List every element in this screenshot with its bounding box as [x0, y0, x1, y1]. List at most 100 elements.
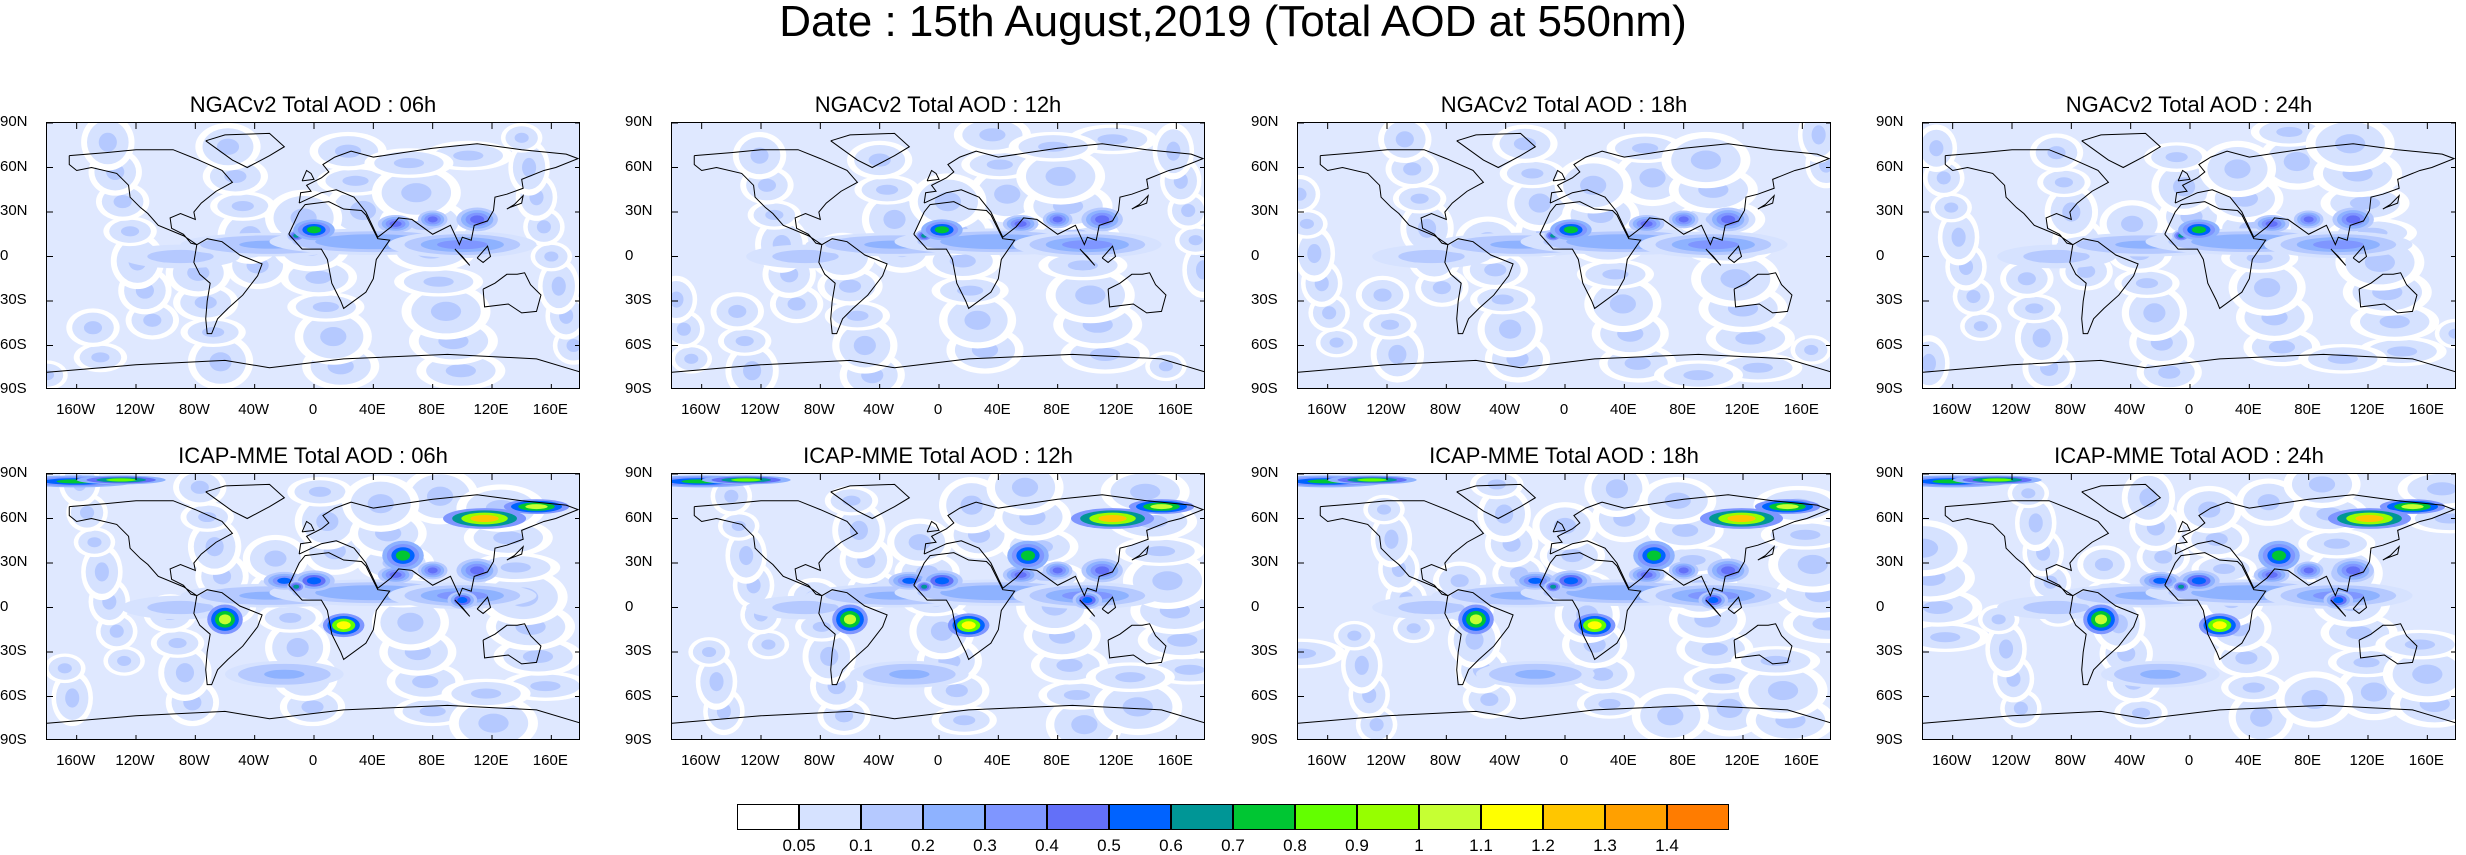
aod-contour [120, 226, 140, 237]
aod-map [672, 474, 1204, 739]
aod-contour [812, 621, 831, 632]
lat-label: 60N [625, 157, 653, 175]
lat-label: 0 [0, 246, 9, 264]
lon-label: 40W [1489, 752, 1521, 769]
aod-contour [437, 240, 488, 250]
aod-contour [427, 216, 438, 223]
aod-contour [1513, 137, 1537, 151]
aod-contour [342, 175, 369, 186]
aod-contour [2021, 488, 2036, 499]
lat-label: 90N [1876, 113, 1904, 130]
coastline [830, 132, 911, 169]
coastline [1444, 238, 1514, 335]
coastline [2358, 623, 2418, 665]
aod-contour [1678, 216, 1689, 223]
coastline [1456, 132, 1537, 169]
aod-contour [1322, 306, 1337, 320]
aod-contour [1812, 617, 1830, 631]
aod-contour [1495, 504, 1514, 524]
coastline [1539, 552, 1642, 661]
aod-contour [168, 638, 187, 649]
lon-label: 160W [681, 752, 721, 769]
aod-contour [530, 681, 561, 692]
coastline [913, 552, 1016, 661]
coastline [926, 520, 940, 533]
aod-contour [216, 138, 240, 155]
aod-contour [286, 637, 309, 658]
aod-contour [83, 321, 103, 335]
lat-label: 90N [1251, 113, 1279, 130]
coastline [47, 353, 579, 373]
aod-contour [393, 158, 425, 169]
panel-title: NGACv2 Total AOD : 24h [2065, 92, 2313, 117]
coastline [2174, 143, 2455, 246]
lon-label: 120W [1991, 401, 2031, 418]
lat-label: 30N [1876, 553, 1904, 570]
aod-contour [493, 531, 524, 545]
lat-label: 60S [1251, 335, 1278, 353]
colorbar-label: 0.7 [1221, 836, 1245, 855]
aod-contour [1465, 630, 1484, 650]
coastline [2330, 599, 2347, 617]
panel-title: NGACv2 Total AOD : 06h [189, 92, 437, 117]
aod-contour [1052, 216, 1063, 223]
map-panel: NGACv2 Total AOD : 24h 90N 60N 30N 0 30S 60S 90… [1876, 92, 2466, 452]
panel-title: ICAP-MME Total AOD : 06h [178, 443, 448, 468]
coastline [68, 500, 234, 597]
aod-contour [2434, 513, 2455, 524]
lon-label: 160E [2408, 752, 2444, 769]
coastline [205, 132, 286, 169]
colorbar-label: 0.6 [1159, 836, 1183, 855]
coastline [1107, 623, 1167, 665]
aod-contour [1130, 483, 1161, 500]
aod-contour [1174, 664, 1204, 675]
lat-label: 90N [1251, 464, 1279, 481]
lon-label: 0 [308, 401, 318, 418]
aod-contour [2077, 264, 2096, 278]
aod-contour [427, 567, 438, 574]
map-plot-area [1297, 473, 1831, 740]
aod-contour [709, 672, 724, 692]
aod-contour [1484, 263, 1507, 277]
aod-contour [1410, 193, 1429, 204]
aod-contour [470, 215, 485, 224]
lat-label: 30N [1251, 553, 1279, 570]
lon-label: 160E [1783, 752, 1819, 769]
lon-label: 0 [308, 752, 318, 769]
colorbar-label: 0.9 [1345, 836, 1369, 855]
aod-contour [921, 584, 928, 589]
aod-contour [205, 537, 224, 557]
lon-label: 40W [863, 401, 895, 418]
aod-contour [160, 252, 201, 261]
lat-label: 60N [1251, 508, 1279, 526]
aod-contour [1923, 353, 1936, 373]
coastline [506, 545, 524, 561]
coastline [1456, 483, 1537, 520]
lon-label: 120E [1098, 401, 1134, 418]
lon-label: 160W [1307, 401, 1347, 418]
aod-contour [1487, 479, 1506, 490]
map-plot-area [46, 122, 580, 389]
colorbar-swatch [985, 804, 1047, 830]
map-plot-area [671, 473, 1205, 740]
aod-contour [743, 361, 762, 381]
coastline [1298, 353, 1830, 373]
colorbar-swatch [799, 804, 861, 830]
aod-contour [2427, 482, 2455, 496]
lat-label: 0 [1251, 597, 1260, 615]
map-panel: NGACv2 Total AOD : 12h 90N 60N 30N 0 30S 60S 90… [625, 92, 1225, 452]
aod-contour [2404, 639, 2436, 650]
aod-contour [2036, 252, 2077, 261]
coastline [1079, 248, 1096, 266]
coastline [1107, 272, 1167, 314]
aod-contour [1688, 240, 1739, 250]
aod-contour [470, 688, 502, 699]
aod-contour [525, 504, 548, 510]
aod-contour [949, 254, 976, 268]
coastline [288, 552, 391, 661]
coastline [482, 272, 542, 314]
aod-contour [2308, 476, 2336, 493]
aod-contour [1499, 319, 1522, 339]
lon-label: 160E [532, 401, 568, 418]
coastline [1101, 245, 1117, 264]
